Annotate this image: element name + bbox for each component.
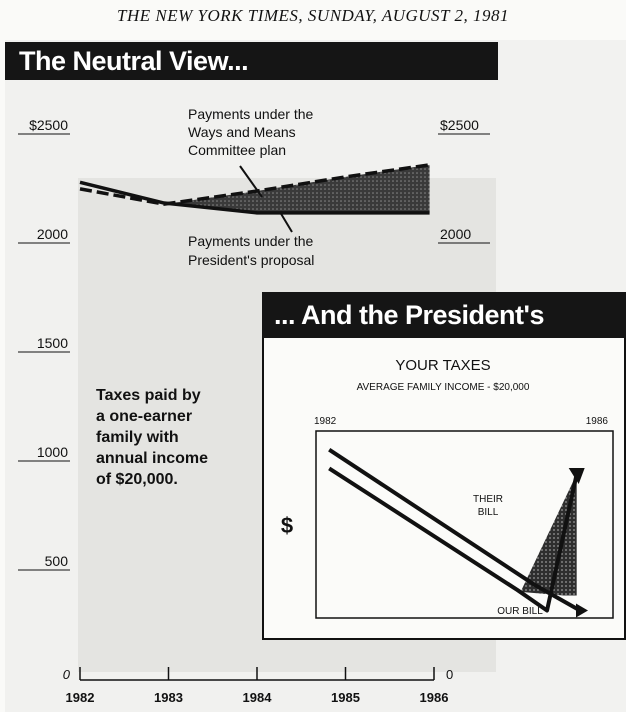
their-bill-label: THEIR	[473, 494, 503, 505]
annotation-text: Taxes paid by	[96, 387, 201, 404]
their-bill-line	[328, 466, 579, 613]
president-leader	[279, 211, 293, 233]
x-tick-label: 1982	[66, 690, 95, 705]
y-tick-label: 1500	[37, 335, 68, 351]
y-tick-label: 1000	[37, 444, 68, 460]
annotation-text: family with	[96, 429, 179, 446]
our-bill-label: OUR BILL	[497, 606, 543, 617]
x-tick-label: 1984	[243, 690, 273, 705]
neutral-view-title: The Neutral View...	[5, 42, 498, 80]
annotation-text: a one-earner	[96, 408, 192, 425]
your-taxes-heading: YOUR TAXES	[395, 357, 490, 374]
masthead: THE NEW YORK TIMES, SUNDAY, AUGUST 2, 19…	[117, 6, 509, 25]
annotation-text: of $20,000.	[96, 471, 178, 488]
right-tick-label: $2500	[440, 117, 479, 133]
presidents-view-title: ... And the President's	[262, 292, 626, 338]
x-tick-label: 1982	[314, 416, 337, 427]
president-label: President's proposal	[188, 252, 314, 268]
right-tick-label: 0	[446, 667, 453, 682]
x-tick-label: 1983	[154, 690, 183, 705]
plot-frame	[315, 430, 614, 619]
our-bill-arrowhead	[576, 603, 588, 618]
income-subheading: AVERAGE FAMILY INCOME - $20,000	[357, 382, 530, 393]
their-bill-arrowhead	[568, 468, 585, 485]
y-tick-label: 500	[45, 553, 69, 569]
annotation-text: annual income	[96, 450, 208, 467]
y-tick-label: 2000	[37, 226, 68, 242]
our-bill-line	[328, 448, 581, 613]
their-bill-fill	[520, 474, 577, 596]
x-tick-label: 1986	[420, 690, 449, 705]
their-bill-label: BILL	[478, 507, 499, 518]
y-tick-label: 0	[63, 667, 71, 682]
president-label: Payments under the	[188, 233, 314, 249]
difference-fill	[164, 164, 430, 213]
president-line	[79, 180, 430, 215]
dollar-axis-label: $	[281, 513, 293, 538]
right-tick-label: 2000	[440, 226, 471, 242]
x-tick-label: 1985	[331, 690, 360, 705]
y-tick-label: $2500	[29, 117, 68, 133]
ways-means-label: Payments under the	[188, 106, 314, 122]
ways-means-label: Committee plan	[188, 142, 286, 158]
x-tick-label: 1986	[586, 416, 609, 427]
ways-means-label: Ways and Means	[188, 124, 296, 140]
ways-means-leader	[239, 165, 263, 198]
